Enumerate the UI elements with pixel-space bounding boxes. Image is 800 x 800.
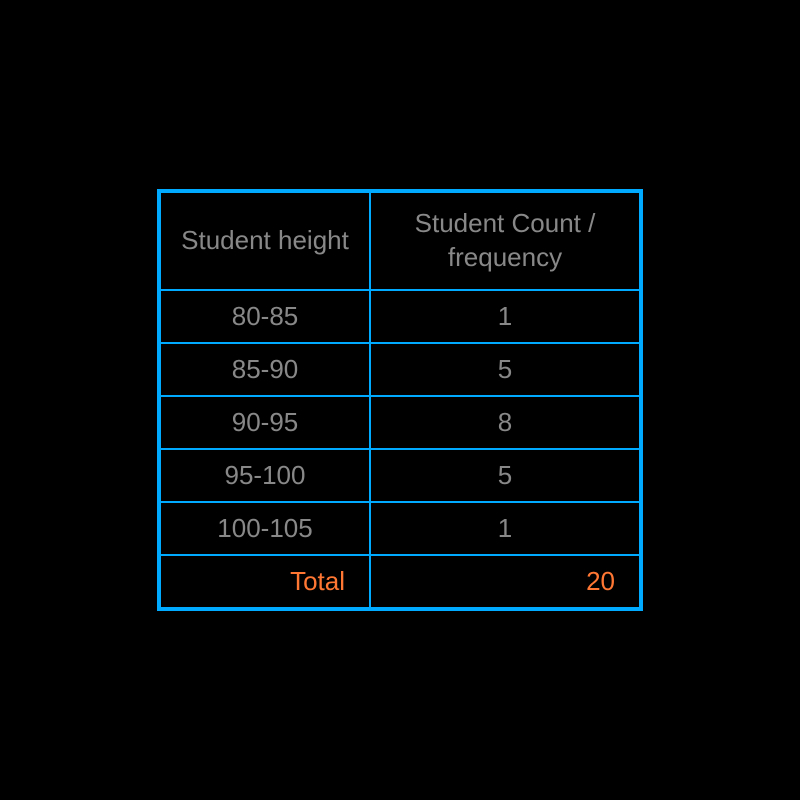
cell-range: 85-90 (160, 343, 370, 396)
cell-count: 5 (370, 343, 640, 396)
table-row: 100-105 1 (160, 502, 640, 555)
frequency-table: Student height Student Count / frequency… (157, 189, 643, 611)
cell-count: 1 (370, 502, 640, 555)
cell-count: 8 (370, 396, 640, 449)
cell-count: 1 (370, 290, 640, 343)
cell-count: 5 (370, 449, 640, 502)
total-label: Total (160, 555, 370, 608)
table-header-row: Student height Student Count / frequency (160, 192, 640, 290)
column-header-height: Student height (160, 192, 370, 290)
table: Student height Student Count / frequency… (159, 191, 641, 609)
cell-range: 90-95 (160, 396, 370, 449)
table-row: 85-90 5 (160, 343, 640, 396)
cell-range: 80-85 (160, 290, 370, 343)
table-row: 90-95 8 (160, 396, 640, 449)
cell-range: 95-100 (160, 449, 370, 502)
header-text: Student height (181, 225, 349, 255)
column-header-count: Student Count / frequency (370, 192, 640, 290)
table-row: 80-85 1 (160, 290, 640, 343)
header-text: Student Count / frequency (415, 208, 596, 272)
cell-range: 100-105 (160, 502, 370, 555)
table-total-row: Total 20 (160, 555, 640, 608)
table-row: 95-100 5 (160, 449, 640, 502)
total-value: 20 (370, 555, 640, 608)
